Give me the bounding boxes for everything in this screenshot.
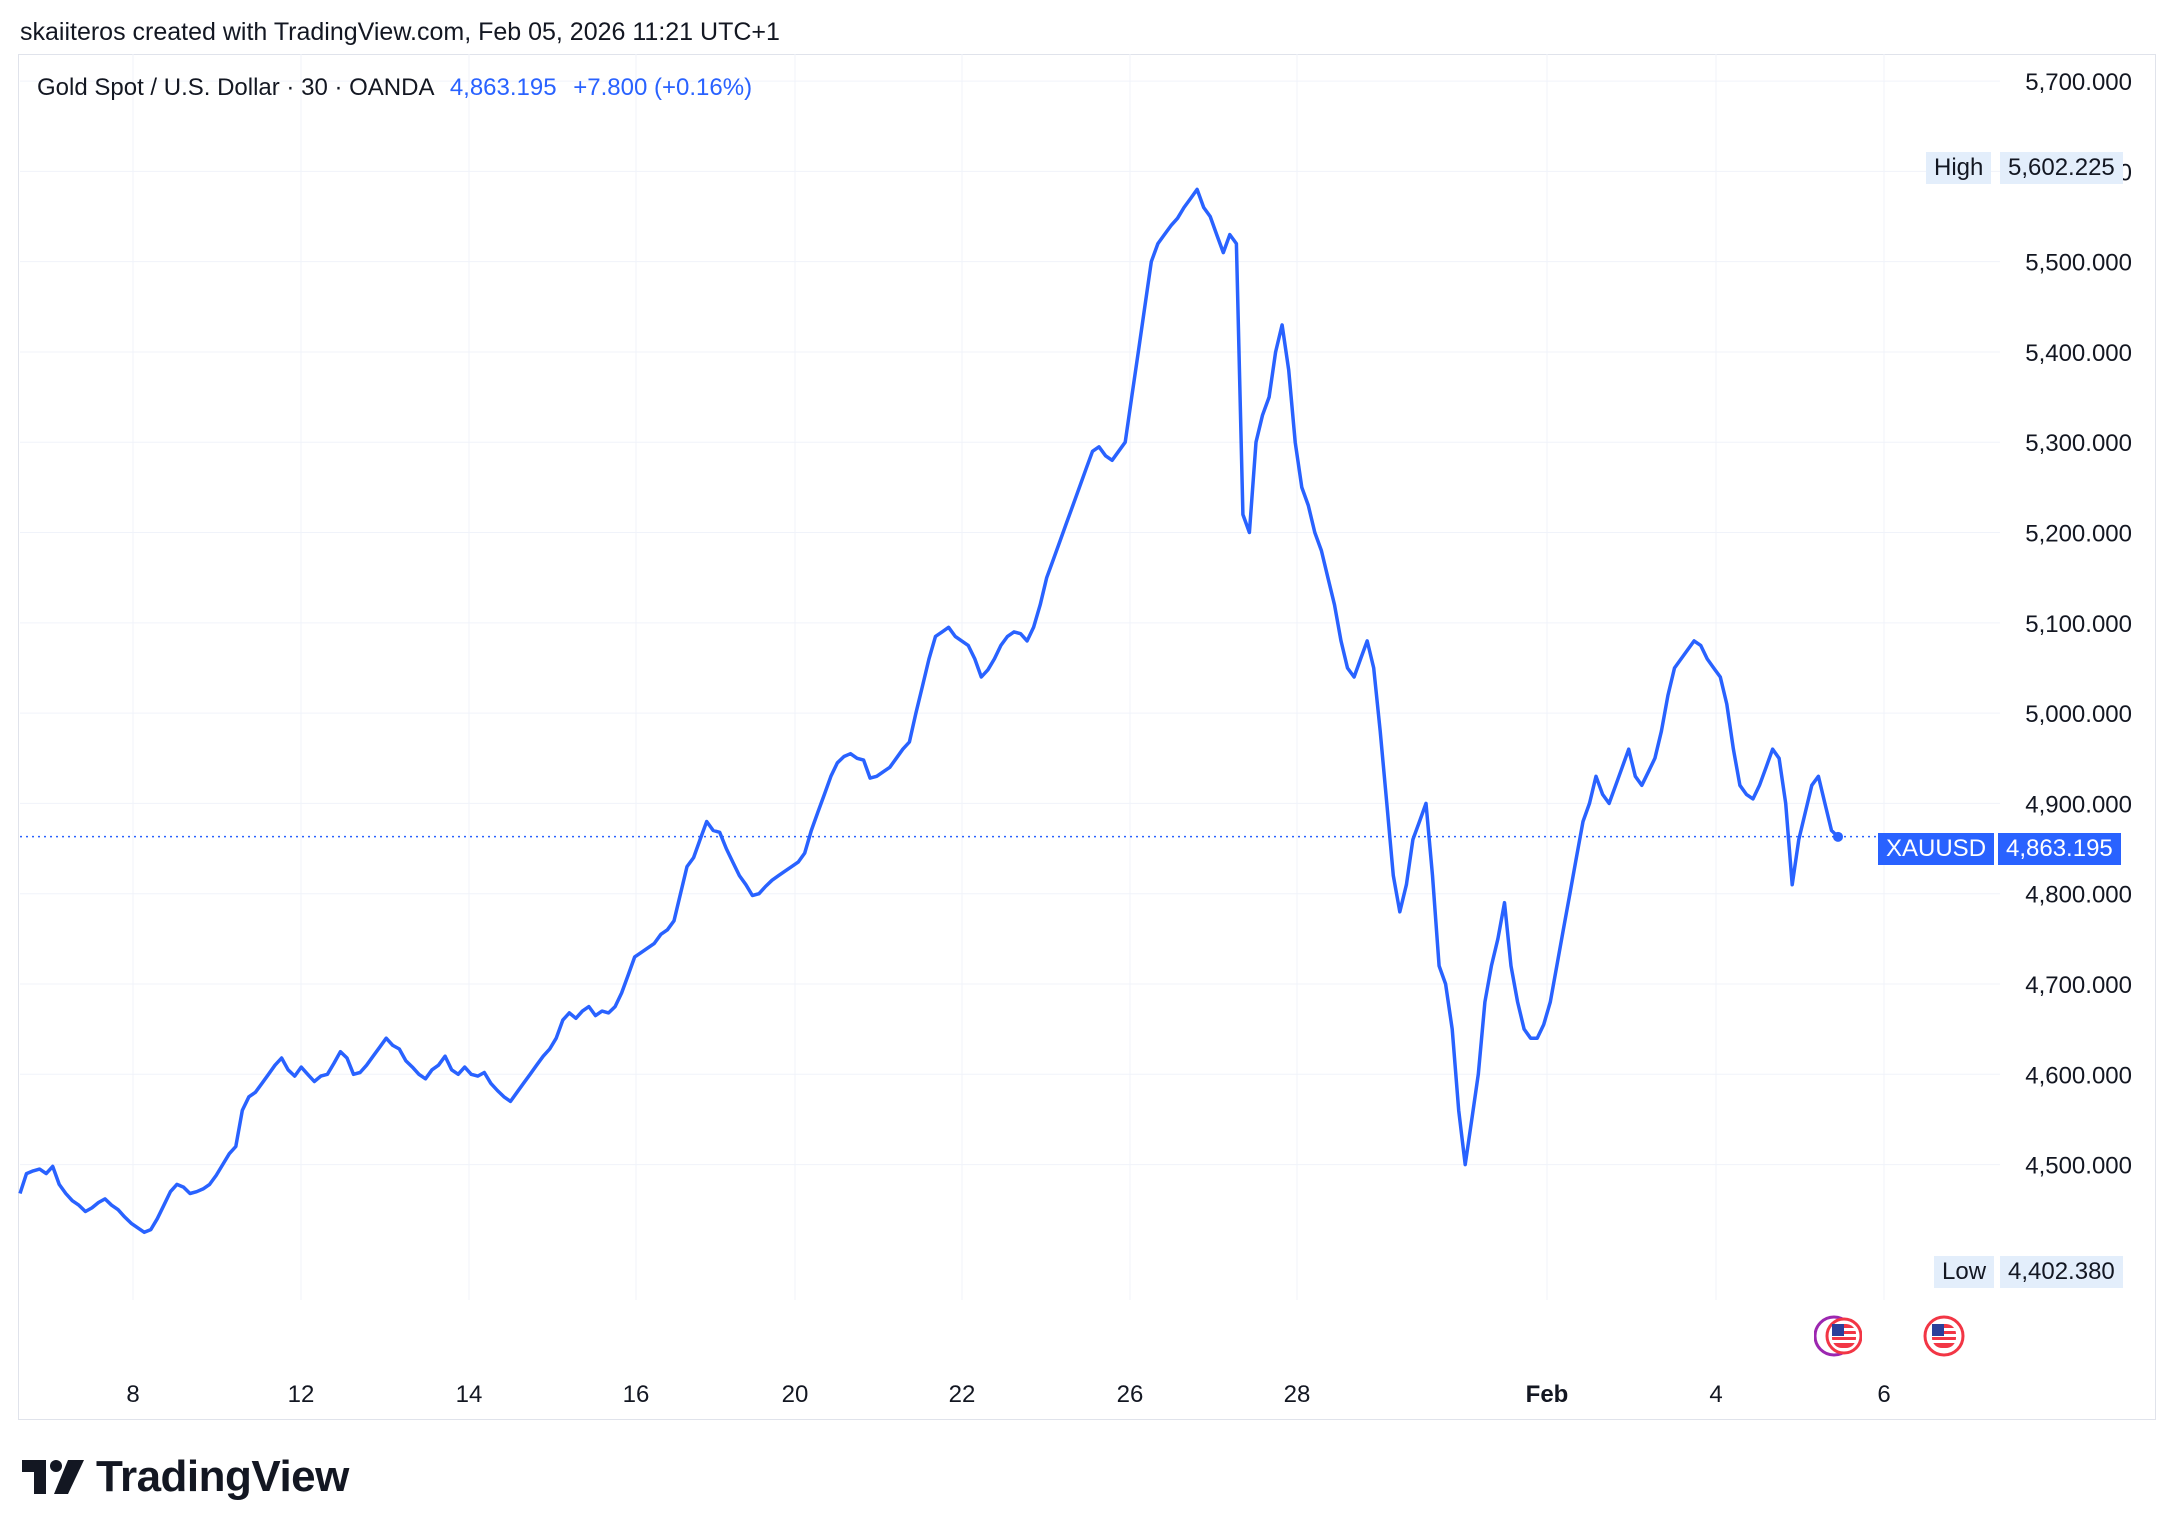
us-flag-icon[interactable] — [1814, 1314, 1862, 1358]
x-tick-label: 26 — [1117, 1381, 1144, 1408]
chart-credit: skaiiteros created with TradingView.com,… — [20, 18, 780, 46]
last-price-point — [1833, 831, 1843, 842]
legend-symbol: Gold Spot / U.S. Dollar · 30 · OANDA — [37, 74, 434, 101]
y-tick-label: 5,300.000 — [2025, 430, 2132, 457]
y-tick-label: 5,700.000 — [2025, 69, 2132, 96]
y-tick-label: 4,500.000 — [2025, 1153, 2132, 1180]
y-tick-label: 4,800.000 — [2025, 882, 2132, 909]
y-tick-label: 4,700.000 — [2025, 972, 2132, 999]
x-tick-label: 8 — [126, 1381, 139, 1408]
legend-change: +7.800 (+0.16%) — [573, 74, 753, 101]
current-symbol-tag: XAUUSD — [1878, 833, 1995, 865]
y-tick-label: 5,200.000 — [2025, 521, 2132, 548]
tradingview-logo[interactable]: TradingView — [22, 1452, 349, 1502]
low-label-tag: Low — [1934, 1256, 1995, 1288]
y-tick-label: 5,500.000 — [2025, 250, 2132, 277]
x-tick-label: Feb — [1526, 1381, 1569, 1408]
high-label-tag: High — [1926, 152, 1992, 184]
low-value-tag: 4,402.380 — [2000, 1256, 2123, 1288]
y-tick-label: 4,600.000 — [2025, 1062, 2132, 1089]
x-tick-label: 6 — [1877, 1381, 1890, 1408]
x-tick-label: 14 — [456, 1381, 483, 1408]
brand-name: TradingView — [96, 1452, 349, 1501]
x-tick-label: 22 — [949, 1381, 976, 1408]
y-tick-label: 5,400.000 — [2025, 340, 2132, 367]
chart-legend[interactable]: Gold Spot / U.S. Dollar · 30 · OANDA 4,8… — [37, 74, 752, 102]
legend-price: 4,863.195 — [449, 74, 557, 101]
y-tick-label: 5,000.000 — [2025, 701, 2132, 728]
x-tick-label: 16 — [623, 1381, 650, 1408]
tradingview-mark-icon — [22, 1460, 84, 1494]
x-tick-label: 20 — [782, 1381, 809, 1408]
current-price-tag: 4,863.195 — [1998, 833, 2121, 865]
high-value-tag: 5,602.225 — [2000, 152, 2123, 184]
chart-frame[interactable] — [18, 54, 2156, 1420]
x-tick-label: 4 — [1709, 1381, 1722, 1408]
x-tick-label: 28 — [1284, 1381, 1311, 1408]
y-tick-label: 4,900.000 — [2025, 791, 2132, 818]
price-series-line — [18, 187, 1840, 1235]
y-tick-label: 5,100.000 — [2025, 611, 2132, 638]
us-flag-icon[interactable] — [1920, 1314, 1968, 1358]
x-tick-label: 12 — [288, 1381, 315, 1408]
